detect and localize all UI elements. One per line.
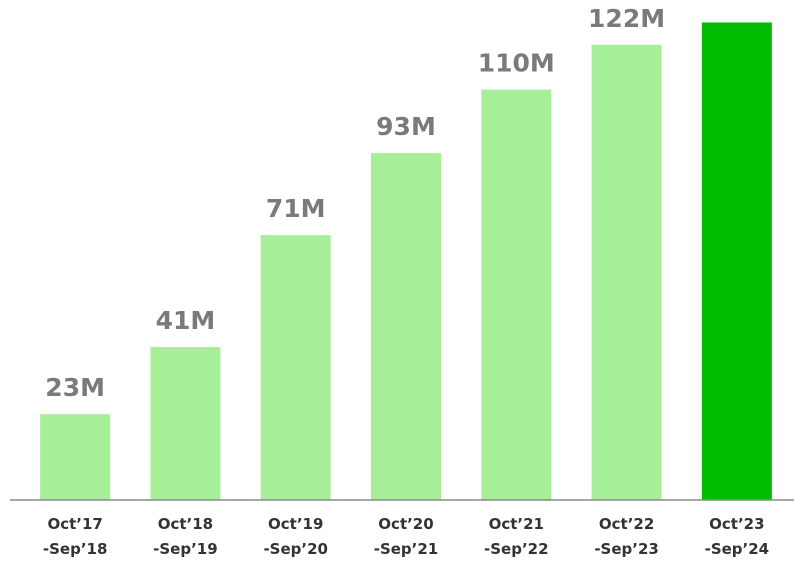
bar: [701, 22, 772, 500]
x-tick-label: Oct’22 -Sep’23: [594, 515, 659, 558]
bar: [481, 89, 552, 500]
x-tick-line: -Sep’21: [374, 540, 439, 558]
x-tick-line: Oct’18: [158, 515, 213, 533]
x-tick-line: Oct’23: [709, 515, 764, 533]
x-tick-label: Oct’19 -Sep’20: [263, 515, 328, 558]
x-tick-line: Oct’20: [378, 515, 433, 533]
bar: [591, 44, 662, 500]
x-tick-label: Oct’18 -Sep’19: [153, 515, 218, 558]
x-tick-line: Oct’17: [47, 515, 102, 533]
x-tick-line: -Sep’24: [705, 540, 770, 558]
x-tick-line: -Sep’19: [153, 540, 218, 558]
data-label: 122M: [588, 4, 665, 33]
x-tick-line: -Sep’18: [43, 540, 108, 558]
bar: [150, 347, 221, 500]
x-tick-line: -Sep’20: [263, 540, 328, 558]
x-tick-line: Oct’22: [599, 515, 654, 533]
data-label: 23M: [45, 373, 105, 402]
bar: [371, 153, 441, 501]
x-tick-line: Oct’21: [489, 515, 544, 533]
data-label: 41M: [156, 306, 216, 335]
data-label: 110M: [478, 49, 555, 78]
data-label: 93M: [376, 112, 436, 141]
bar: [40, 414, 111, 500]
x-tick-line: Oct’19: [268, 515, 323, 533]
data-label: 71M: [266, 194, 326, 223]
x-tick-label: Oct’17 -Sep’18: [43, 515, 108, 558]
bar: [260, 235, 331, 500]
x-tick-line: -Sep’23: [594, 540, 659, 558]
x-tick-line: -Sep’22: [484, 540, 549, 558]
x-tick-label: Oct’20 -Sep’21: [374, 515, 439, 558]
x-tick-label: Oct’23 -Sep’24: [705, 515, 770, 558]
x-tick-label: Oct’21 -Sep’22: [484, 515, 549, 558]
